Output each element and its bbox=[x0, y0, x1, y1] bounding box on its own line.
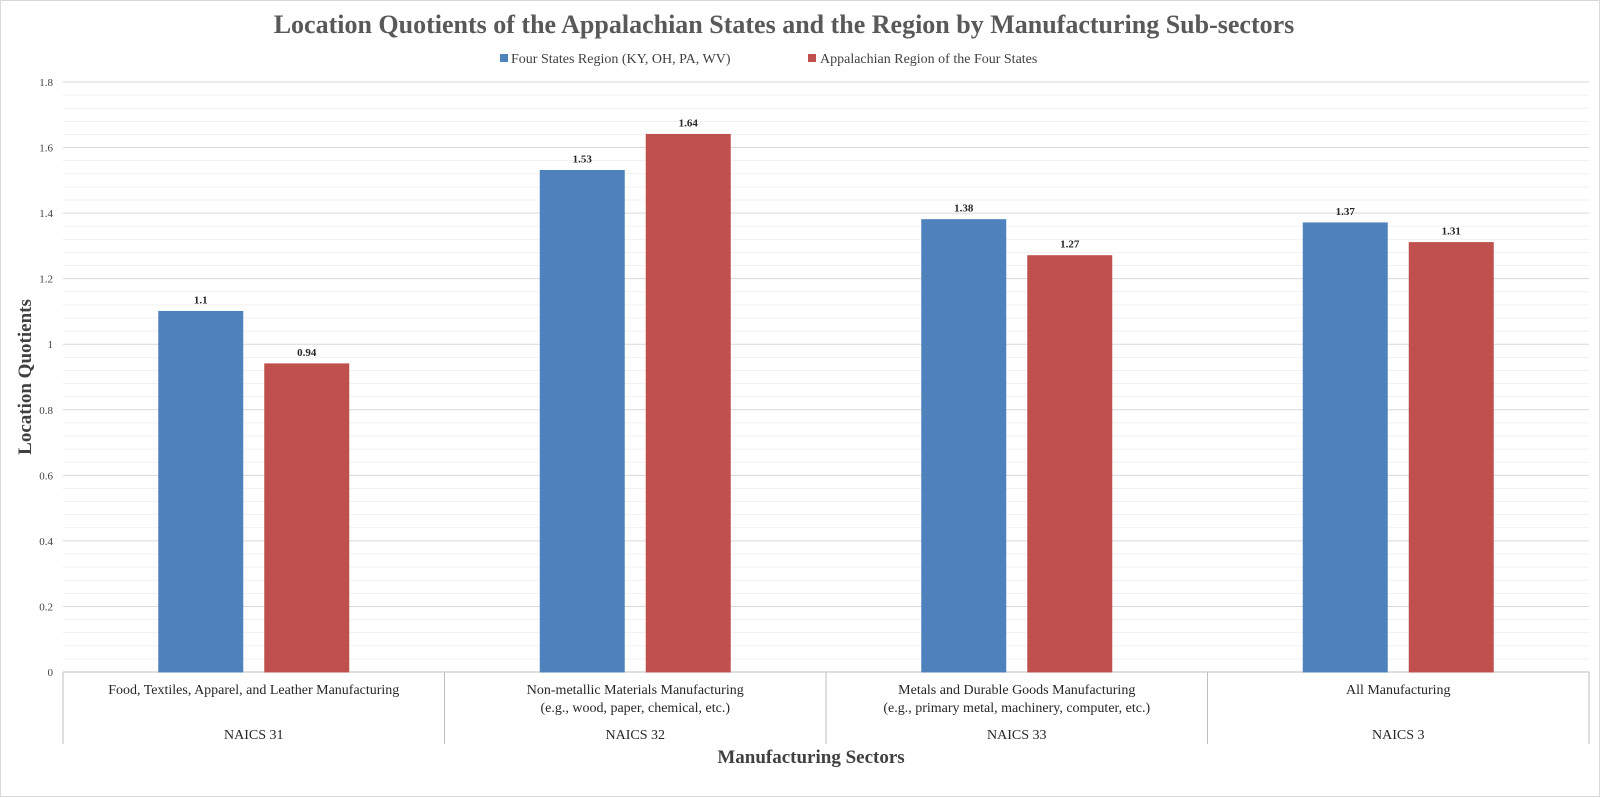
chart-title: Location Quotients of the Appalachian St… bbox=[274, 10, 1295, 39]
category-code: NAICS 33 bbox=[987, 728, 1047, 743]
bar-2-cat-2 bbox=[645, 133, 731, 673]
bar-2-cat-1 bbox=[264, 363, 350, 673]
x-axis-title: Manufacturing Sectors bbox=[717, 747, 904, 768]
data-label: 1.64 bbox=[679, 117, 699, 129]
y-tick-label: 1 bbox=[48, 339, 54, 351]
data-label: 1.38 bbox=[954, 203, 974, 215]
y-tick-label: 1.4 bbox=[39, 208, 53, 220]
data-label: 1.37 bbox=[1336, 206, 1356, 218]
data-label: 1.1 bbox=[194, 294, 208, 306]
category-code: NAICS 32 bbox=[605, 728, 665, 743]
category-code: NAICS 31 bbox=[224, 728, 284, 743]
category-label: Non-metallic Materials Manufacturing bbox=[527, 683, 744, 698]
bar-1-cat-3 bbox=[921, 219, 1007, 673]
category-label: (e.g., primary metal, machinery, compute… bbox=[883, 701, 1150, 716]
category-label: All Manufacturing bbox=[1346, 683, 1451, 698]
y-tick-label: 1.6 bbox=[39, 143, 53, 155]
category-label: Food, Textiles, Apparel, and Leather Man… bbox=[108, 683, 399, 698]
data-label: 1.31 bbox=[1442, 226, 1461, 238]
legend-label-2: Appalachian Region of the Four States bbox=[820, 52, 1037, 67]
y-tick-label: 1.2 bbox=[39, 274, 53, 286]
bar-1-cat-2 bbox=[539, 170, 625, 673]
category-code: NAICS 3 bbox=[1372, 728, 1425, 743]
bar-2-cat-4 bbox=[1408, 242, 1494, 673]
bar-1-cat-4 bbox=[1302, 222, 1388, 673]
y-tick-label: 0.6 bbox=[39, 470, 53, 482]
y-tick-label: 0.4 bbox=[39, 536, 53, 548]
category-label: Metals and Durable Goods Manufacturing bbox=[898, 683, 1135, 698]
y-tick-label: 0 bbox=[48, 667, 54, 679]
data-label: 1.27 bbox=[1060, 239, 1080, 251]
data-label: 0.94 bbox=[297, 347, 317, 359]
legend-swatch-1 bbox=[500, 54, 508, 62]
bar-1-cat-1 bbox=[158, 310, 244, 673]
data-label: 1.53 bbox=[573, 154, 593, 166]
y-tick-label: 0.8 bbox=[39, 405, 53, 417]
y-tick-label: 1.8 bbox=[39, 77, 53, 89]
y-axis-title: Location Quotients bbox=[15, 299, 36, 455]
y-tick-label: 0.2 bbox=[39, 601, 53, 613]
legend-label-1: Four States Region (KY, OH, PA, WV) bbox=[511, 52, 731, 67]
bar-2-cat-3 bbox=[1027, 255, 1113, 673]
category-label: (e.g., wood, paper, chemical, etc.) bbox=[540, 701, 730, 716]
legend-swatch-2 bbox=[808, 54, 816, 62]
